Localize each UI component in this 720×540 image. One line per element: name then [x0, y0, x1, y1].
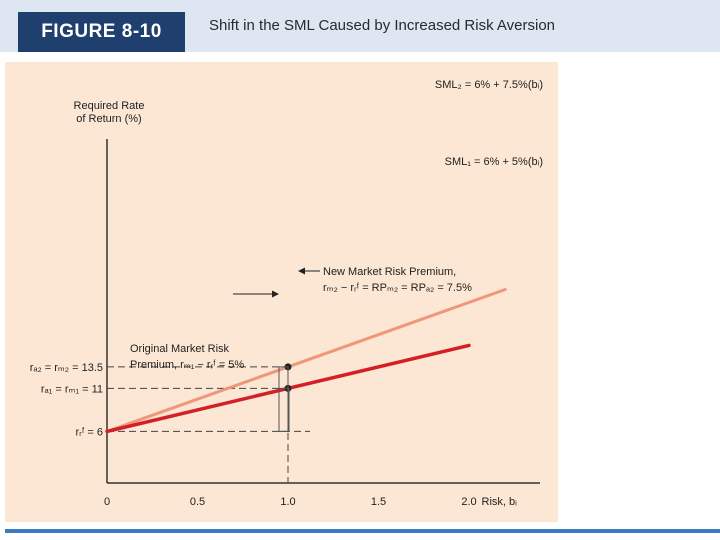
x-tick-label: 0 [104, 496, 110, 508]
new-premium-arrowhead [298, 267, 305, 275]
footer-line [5, 529, 720, 533]
sml2-label: SML₂ = 6% + 7.5%(bᵢ) [435, 79, 543, 91]
new-premium-bracket [278, 366, 289, 432]
new-premium-label: New Market Risk Premium, [323, 266, 456, 278]
x-tick-label: 2.0 [461, 496, 476, 508]
x-tick-label: 0.5 [190, 496, 205, 508]
x-tick-label: 1.0 [280, 496, 295, 508]
y-reference-label: rᵣᶠ = 6 [76, 426, 103, 438]
original-premium-label: Premium, rₘ₁ − rᵣᶠ = 5% [130, 359, 244, 371]
y-reference-label: rₐ₁ = rₘ₁ = 11 [41, 383, 103, 395]
original-premium-label: Original Market Risk [130, 343, 230, 355]
y-axis-label: Required Rate [74, 100, 145, 112]
new-premium-label: rₘ₂ − rᵣᶠ = RPₘ₂ = RPₐ₂ = 7.5% [323, 282, 472, 294]
x-tick-label: 1.5 [371, 496, 386, 508]
original-premium-arrowhead [272, 290, 279, 298]
sml2-line [105, 288, 507, 433]
y-axis-label: of Return (%) [76, 113, 141, 125]
original-premium-bracket [278, 387, 290, 432]
figure-label: FIGURE 8-10 [18, 12, 185, 52]
figure-title: Shift in the SML Caused by Increased Ris… [209, 17, 556, 34]
chart-panel: Required Rate of Return (%) 0 0.5 1.0 1.5 2.0 R… [5, 62, 558, 522]
sml1-label: SML₁ = 6% + 5%(bᵢ) [445, 156, 543, 168]
x-axis-label: Risk, bᵢ [482, 496, 518, 508]
y-reference-label: rₐ₂ = rₘ₂ = 13.5 [30, 362, 103, 374]
